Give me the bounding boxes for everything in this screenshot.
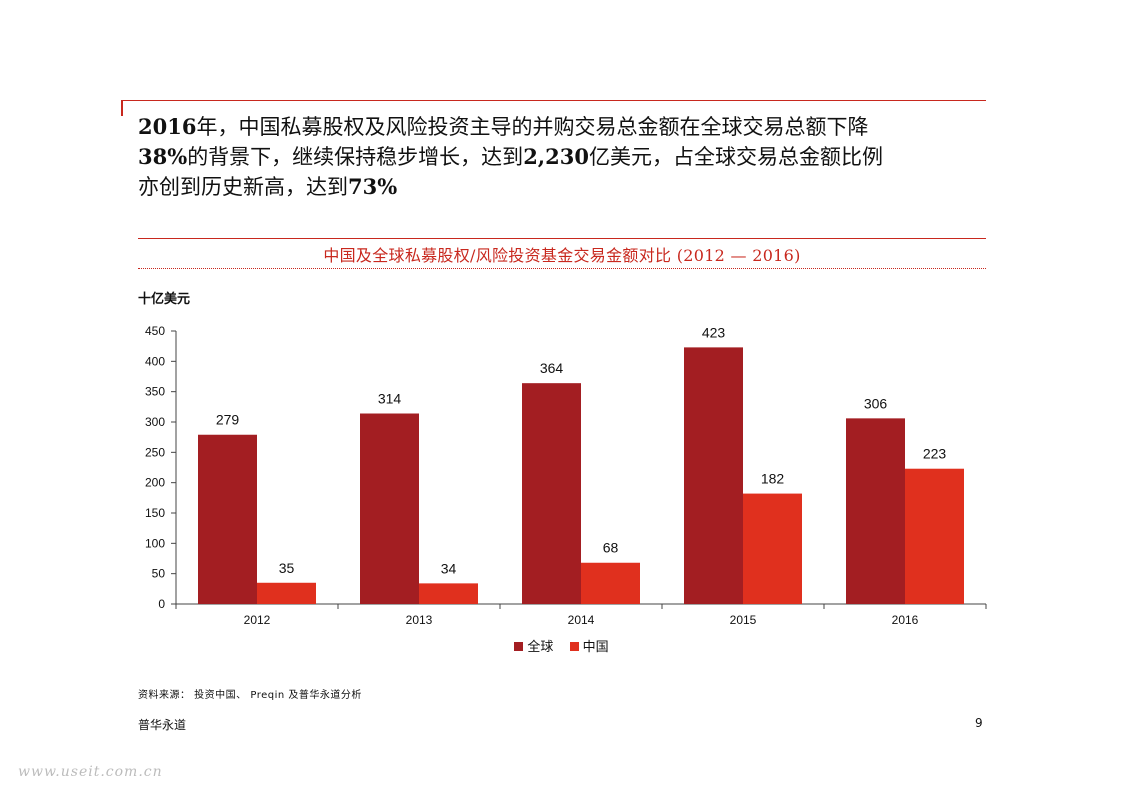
y-tick-label: 300 [145, 415, 165, 429]
header-bracket-rule [121, 100, 986, 101]
y-axis-unit-label: 十亿美元 [138, 292, 191, 307]
legend-item-global: 全球 [514, 636, 553, 655]
headline-line-1: 2016年，中国私募股权及风险投资主导的并购交易总金额在全球交易总额下降 [138, 112, 998, 142]
legend-item-china: 中国 [569, 636, 609, 655]
bar-china [743, 493, 802, 604]
data-label-global: 314 [378, 391, 402, 407]
y-tick-label: 100 [145, 536, 165, 550]
bar-global [198, 434, 257, 604]
y-tick-label: 350 [145, 385, 165, 399]
data-label-global: 279 [216, 412, 240, 428]
bar-global [360, 413, 419, 604]
y-tick-label: 200 [145, 476, 165, 490]
x-tick-label: 2013 [406, 613, 433, 627]
bar-chart: 0 50 100 150 200 250 300 350 400 450 2012 2013 2014 2… [145, 324, 987, 627]
x-tick-label: 2012 [244, 613, 271, 627]
legend-label-global: 全球 [527, 640, 554, 655]
bar-china [905, 468, 964, 604]
data-label-global: 423 [702, 324, 726, 340]
y-tick-label: 50 [152, 567, 166, 581]
legend-label-china: 中国 [582, 640, 609, 655]
bar-china [419, 583, 478, 604]
headline-line-2: 38%的背景下，继续保持稳步增长，达到2,230亿美元，占全球交易总金额比例 [138, 142, 998, 172]
watermark: www.useit.com.cn [18, 764, 163, 780]
page-number: 9 [975, 716, 983, 730]
header-bracket-vertical [121, 100, 123, 116]
bar-global [522, 383, 581, 604]
data-label-china: 68 [603, 540, 619, 556]
x-tick-label: 2014 [568, 613, 595, 627]
data-label-global: 364 [540, 360, 564, 376]
headline: 2016年，中国私募股权及风险投资主导的并购交易总金额在全球交易总额下降 38%… [138, 112, 998, 202]
chart-title-dotted-rule [138, 268, 986, 269]
legend-swatch-china [569, 642, 579, 651]
x-tick-label: 2016 [892, 613, 919, 627]
bar-global [846, 418, 905, 604]
source-note: 资料来源： 投资中国、 Preqin 及普华永道分析 [138, 690, 362, 701]
headline-fragment: 亦创到历史新高，达到 [138, 175, 348, 199]
chart-title: 中国及全球私募股权/风险投资基金交易金额对比 (2012 — 2016) [323, 246, 801, 265]
y-tick-label: 400 [145, 354, 165, 368]
y-tick-label: 250 [145, 445, 165, 459]
headline-fragment: 2,230 [523, 144, 589, 169]
bar-china [257, 582, 316, 604]
chart-legend: 全球 中国 [0, 636, 1123, 655]
footer-brand: 普华永道 [138, 718, 187, 732]
legend-swatch-global [514, 642, 524, 651]
bar-global [684, 347, 743, 604]
y-tick-label: 450 [145, 324, 165, 338]
headline-fragment: 2016 [138, 114, 197, 139]
data-label-global: 306 [864, 395, 888, 411]
headline-fragment: 亿美元，占全球交易总金额比例 [588, 145, 883, 169]
chart-title-rule [138, 238, 986, 239]
headline-fragment: 38% [138, 144, 188, 169]
data-label-china: 223 [923, 446, 947, 462]
headline-fragment: 年，中国私募股权及风险投资主导的并购交易总金额在全球交易总额下降 [196, 115, 869, 139]
x-tick-label: 2015 [730, 613, 757, 627]
headline-fragment: 73% [348, 174, 398, 199]
headline-line-3: 亦创到历史新高，达到73% [138, 172, 998, 202]
data-label-china: 35 [279, 560, 295, 576]
bar-china [581, 562, 640, 604]
y-tick-label: 150 [145, 506, 165, 520]
y-tick-label: 0 [158, 597, 165, 611]
data-label-china: 34 [441, 560, 457, 576]
data-label-china: 182 [761, 471, 785, 487]
headline-fragment: 的背景下，继续保持稳步增长，达到 [187, 145, 524, 169]
